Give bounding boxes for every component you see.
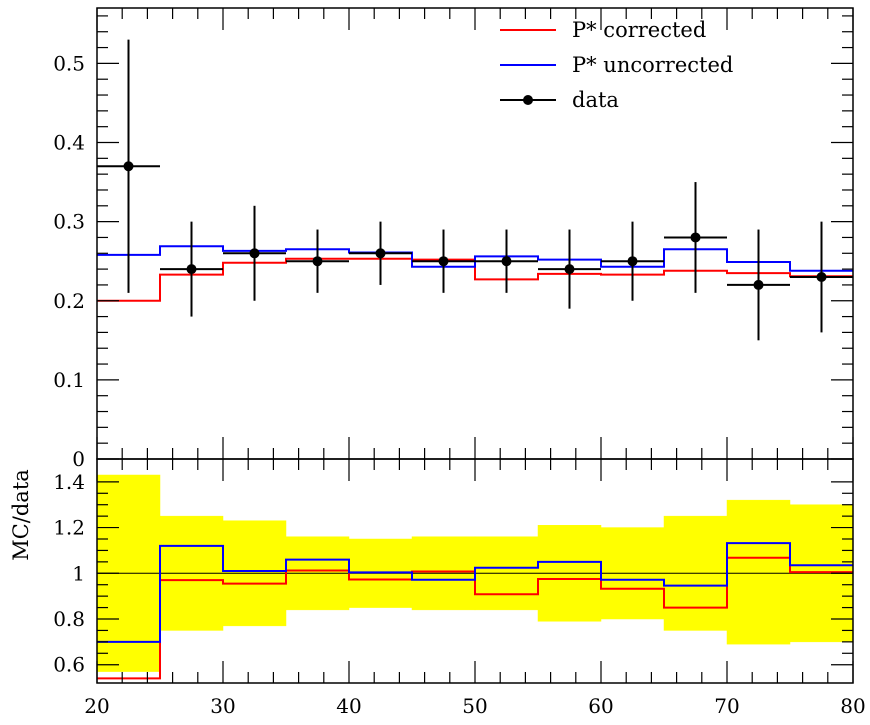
x-tick-label: 60 (588, 694, 613, 718)
data-point-marker (249, 248, 260, 259)
data-point (97, 39, 160, 293)
data-point (727, 229, 790, 341)
data-point-marker (501, 256, 512, 267)
data-point-marker (690, 232, 701, 243)
data-point-marker (186, 264, 197, 275)
ratio-panel-series-layer (97, 542, 853, 680)
data-point (412, 229, 475, 293)
main-y-tick-label: 0.5 (53, 51, 85, 75)
main-panel-border (96, 7, 854, 460)
ratio-y-tick-label: 1.4 (53, 470, 85, 494)
ratio-uncertainty-bin (726, 499, 791, 645)
legend-entry: data (500, 88, 619, 112)
main-y-tick-label: 0.3 (53, 210, 85, 234)
data-point-marker (753, 279, 764, 290)
main-series-1-line (97, 245, 853, 272)
ratio-y-tick-label: 1.2 (53, 516, 85, 540)
ratio-y-tick-label: 1 (72, 561, 85, 585)
main-y-tick-label: 0 (72, 447, 85, 471)
data-point (601, 221, 664, 301)
data-point-marker (312, 256, 323, 267)
x-tick-label: 20 (84, 694, 109, 718)
main-panel-frame: 0 0.1 0.2 0.3 0.4 0.5 (53, 7, 854, 471)
data-point-marker (375, 248, 386, 259)
main-y-tick-label: 0.1 (53, 368, 85, 392)
data-point-marker (816, 272, 827, 283)
data-point (349, 221, 412, 285)
main-series-0-line (97, 257, 853, 302)
legend-label: P* uncorrected (572, 53, 733, 77)
legend: P* corrected P* uncorrected data (500, 18, 733, 112)
data-point (160, 221, 223, 317)
main-y-tick-label: 0.2 (53, 289, 85, 313)
x-tick-label: 70 (714, 694, 739, 718)
data-point-marker (438, 256, 449, 267)
legend-entry: P* uncorrected (500, 53, 733, 77)
x-tick-label: 80 (840, 694, 865, 718)
data-point-marker (123, 161, 134, 172)
data-point (790, 221, 853, 333)
x-tick-label: 50 (462, 694, 487, 718)
ratio-series-1-line (97, 542, 853, 643)
data-point (475, 229, 538, 293)
ratio-panel-frame: 0.6 0.8 1 1.2 1.4 20 30 40 50 60 70 80 (53, 458, 866, 718)
ratio-series-0-line (97, 556, 853, 680)
data-point (664, 182, 727, 293)
data-point-marker (627, 256, 638, 267)
ratio-y-tick-label: 0.6 (53, 653, 85, 677)
data-point-marker (564, 264, 575, 275)
data-point (223, 205, 286, 301)
data-point (538, 229, 601, 309)
main-panel-series-layer (97, 39, 853, 341)
main-y-tick-label: 0.4 (53, 131, 85, 155)
ratio-y-tick-label: 0.8 (53, 607, 85, 631)
data-point (286, 229, 349, 293)
legend-marker (523, 95, 533, 105)
legend-entry: P* corrected (500, 18, 706, 42)
legend-label: data (572, 88, 619, 112)
x-tick-label: 30 (210, 694, 235, 718)
ratio-y-axis-title: MC/data (9, 469, 33, 561)
legend-label: P* corrected (572, 18, 706, 42)
x-tick-label: 40 (336, 694, 361, 718)
